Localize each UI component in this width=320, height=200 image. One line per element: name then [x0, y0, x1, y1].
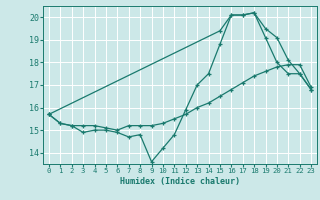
X-axis label: Humidex (Indice chaleur): Humidex (Indice chaleur): [120, 177, 240, 186]
